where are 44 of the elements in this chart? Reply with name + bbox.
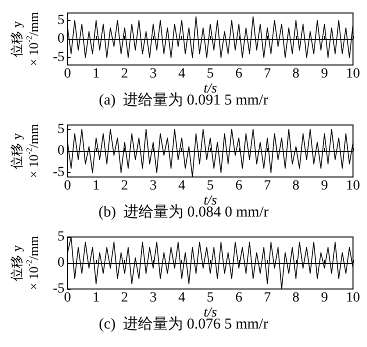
y-tick-label: -5 <box>52 165 65 180</box>
x-tick-label: 9 <box>320 290 328 306</box>
y-tick-label: 0 <box>58 144 65 158</box>
x-tick-label: 1 <box>92 290 100 306</box>
x-tick-label: 4 <box>178 66 186 82</box>
y-tick-label: 0 <box>58 32 65 46</box>
y-tick-label: -5 <box>52 282 65 296</box>
x-tick-label: 8 <box>292 178 300 194</box>
x-tick-label: 2 <box>121 290 128 306</box>
text: (b) 进给量为 0.084 0 mm/r <box>98 204 268 220</box>
x-tick-label: 5 <box>206 66 214 82</box>
y-tick-label: 5 <box>58 12 65 28</box>
text: (c) 进给量为 0.076 5 mm/r <box>98 316 268 332</box>
x-tick-label: 2 <box>121 178 128 194</box>
text: (a) 进给量为 0.091 5 mm/r <box>98 92 268 108</box>
y-tick-label: 0 <box>58 256 65 270</box>
x-tick-label: 6 <box>235 178 242 194</box>
line-series <box>67 236 354 290</box>
x-tick-label: 10 <box>346 290 360 306</box>
x-tick-label: 8 <box>292 290 300 306</box>
x-tick-label: 3 <box>150 290 157 306</box>
x-tick-label: 6 <box>235 290 242 306</box>
x-tick-label: 3 <box>150 66 157 82</box>
x-tick-label: 4 <box>178 290 186 306</box>
y-tick-label: 5 <box>58 122 65 137</box>
x-tick-label: 9 <box>320 66 328 82</box>
x-tick-label: 6 <box>235 66 242 82</box>
x-tick-label: 7 <box>264 66 271 82</box>
x-tick-label: 4 <box>178 178 186 194</box>
x-tick-label: 7 <box>264 178 271 194</box>
x-tick-label: 8 <box>292 66 300 82</box>
x-tick-label: 10 <box>346 66 360 82</box>
x-tick-label: 2 <box>121 66 128 82</box>
x-tick-label: 1 <box>92 178 100 194</box>
x-tick-label: 5 <box>206 178 214 194</box>
y-tick-label: -5 <box>52 50 65 66</box>
line-series <box>67 128 354 178</box>
x-tick-label: 1 <box>92 66 100 82</box>
x-tick-label: 9 <box>320 178 328 194</box>
x-tick-label: 3 <box>150 178 157 194</box>
x-tick-label: 5 <box>206 290 214 306</box>
x-tick-label: 10 <box>346 178 360 194</box>
x-tick-label: 7 <box>264 290 271 306</box>
y-tick-label: 5 <box>58 230 65 244</box>
